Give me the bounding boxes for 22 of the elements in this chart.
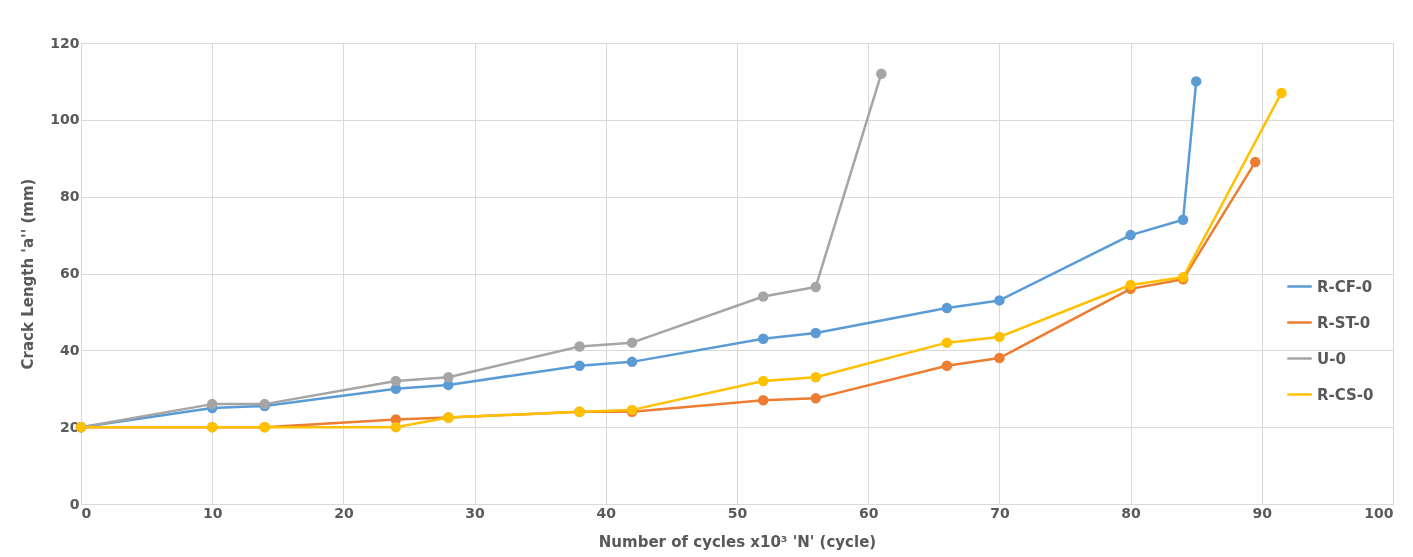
legend-label: U-0 [1317,349,1346,368]
legend-label: R-ST-0 [1317,313,1371,332]
x-tick-label: 0 [81,504,92,521]
y-tick-label: 80 [60,188,80,205]
x-tick-label: 100 [1364,504,1394,521]
x-tick-label: 90 [1252,504,1273,521]
y-tick-label: 120 [50,34,80,51]
x-axis-title: Number of cycles x10³ 'N' (cycle) [598,532,877,551]
y-tick-label: 40 [60,341,80,358]
x-tick-label: 70 [990,504,1010,521]
y-axis-title: Crack Length 'a'' (mm) [19,178,38,370]
legend-label: R-CF-0 [1317,277,1373,296]
x-tick-label: 60 [858,504,879,521]
x-tick-label: 80 [1121,504,1142,521]
legend-label: R-CS-0 [1317,385,1374,404]
x-tick-label: 30 [465,504,486,521]
x-tick-label: 20 [334,504,354,521]
x-tick-label: 40 [596,504,617,521]
x-tick-label: 50 [727,504,748,521]
y-tick-label: 100 [50,111,80,128]
y-tick-label: 60 [60,265,80,281]
x-tick-label: 10 [202,504,223,521]
